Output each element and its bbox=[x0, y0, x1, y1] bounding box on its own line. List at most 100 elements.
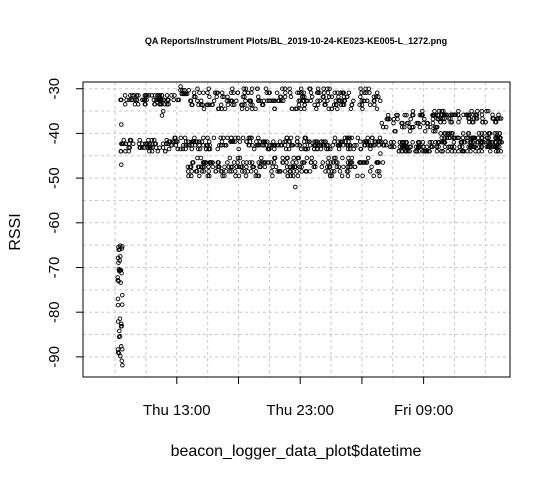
data-point bbox=[223, 165, 227, 169]
data-point bbox=[192, 91, 196, 95]
data-point bbox=[378, 174, 382, 178]
data-point bbox=[123, 103, 127, 107]
data-point bbox=[320, 165, 324, 169]
data-point bbox=[300, 170, 304, 174]
data-point bbox=[308, 144, 312, 148]
y-tick-label: -50 bbox=[46, 167, 63, 189]
data-point bbox=[121, 364, 125, 368]
data-point bbox=[116, 320, 120, 324]
data-point bbox=[408, 125, 412, 129]
data-point bbox=[309, 91, 313, 95]
data-point bbox=[254, 107, 258, 111]
data-point bbox=[207, 170, 211, 174]
data-point bbox=[322, 91, 326, 95]
data-point bbox=[275, 91, 279, 95]
data-point bbox=[254, 140, 258, 144]
data-point bbox=[337, 147, 341, 151]
data-point bbox=[116, 303, 120, 307]
data-point bbox=[120, 123, 124, 127]
data-point bbox=[292, 156, 296, 160]
data-point bbox=[330, 95, 334, 99]
data-point bbox=[300, 91, 304, 95]
data-point bbox=[378, 136, 382, 140]
data-point bbox=[352, 99, 356, 103]
data-point bbox=[165, 94, 169, 98]
data-point bbox=[202, 91, 206, 95]
data-point bbox=[244, 174, 248, 178]
data-point bbox=[379, 152, 383, 156]
data-point bbox=[352, 147, 356, 151]
data-point bbox=[240, 107, 244, 111]
data-point bbox=[241, 136, 245, 140]
grid-lines bbox=[83, 82, 510, 377]
data-point bbox=[138, 138, 142, 142]
data-point bbox=[294, 185, 298, 189]
data-point bbox=[366, 136, 370, 140]
data-point bbox=[349, 107, 353, 111]
data-point bbox=[116, 297, 120, 301]
data-point bbox=[226, 161, 230, 165]
data-point bbox=[457, 120, 461, 124]
data-point bbox=[356, 174, 360, 178]
data-point bbox=[446, 150, 450, 154]
data-point bbox=[480, 113, 484, 117]
data-point bbox=[212, 136, 216, 140]
data-point bbox=[284, 91, 288, 95]
data-point bbox=[333, 140, 337, 144]
data-point bbox=[220, 91, 224, 95]
data-point bbox=[331, 144, 335, 148]
data-point bbox=[260, 156, 264, 160]
data-point bbox=[386, 113, 390, 117]
data-point bbox=[291, 161, 295, 165]
data-point bbox=[193, 136, 197, 140]
data-point bbox=[372, 174, 376, 178]
data-point bbox=[183, 136, 187, 140]
data-point bbox=[152, 138, 156, 142]
data-point bbox=[187, 88, 191, 92]
data-point bbox=[264, 144, 268, 148]
data-point bbox=[228, 156, 232, 160]
data-point bbox=[190, 147, 194, 151]
data-point bbox=[443, 120, 447, 124]
data-point bbox=[198, 174, 202, 178]
data-point bbox=[120, 163, 124, 167]
y-tick-label: -80 bbox=[46, 301, 63, 323]
data-point bbox=[380, 121, 384, 125]
data-point bbox=[470, 109, 474, 113]
data-point bbox=[423, 117, 427, 121]
data-point bbox=[234, 170, 238, 174]
data-point bbox=[431, 121, 435, 125]
data-point bbox=[122, 138, 126, 142]
data-point bbox=[118, 329, 122, 333]
data-point bbox=[229, 91, 233, 95]
data-point bbox=[167, 147, 171, 151]
data-point bbox=[207, 140, 211, 144]
data-point bbox=[333, 91, 337, 95]
data-point bbox=[252, 147, 256, 151]
data-point bbox=[460, 145, 464, 149]
data-point bbox=[235, 99, 239, 103]
data-point bbox=[303, 144, 307, 148]
data-point bbox=[457, 150, 461, 154]
data-point bbox=[366, 156, 370, 160]
data-points bbox=[116, 85, 504, 367]
data-point bbox=[200, 140, 204, 144]
data-point bbox=[289, 136, 293, 140]
data-point bbox=[199, 156, 203, 160]
data-point bbox=[224, 170, 228, 174]
data-point bbox=[172, 98, 176, 102]
data-point bbox=[240, 170, 244, 174]
data-point bbox=[375, 91, 379, 95]
y-tick-label: -70 bbox=[46, 257, 63, 279]
data-point bbox=[379, 99, 383, 103]
data-point bbox=[373, 103, 377, 107]
data-point bbox=[202, 107, 206, 111]
data-point bbox=[211, 165, 215, 169]
x-tick-label: Fri 09:00 bbox=[394, 402, 453, 419]
data-point bbox=[273, 147, 277, 151]
data-point bbox=[310, 95, 314, 99]
data-point bbox=[418, 125, 422, 129]
data-point bbox=[215, 95, 219, 99]
data-point bbox=[310, 156, 314, 160]
data-point bbox=[296, 136, 300, 140]
